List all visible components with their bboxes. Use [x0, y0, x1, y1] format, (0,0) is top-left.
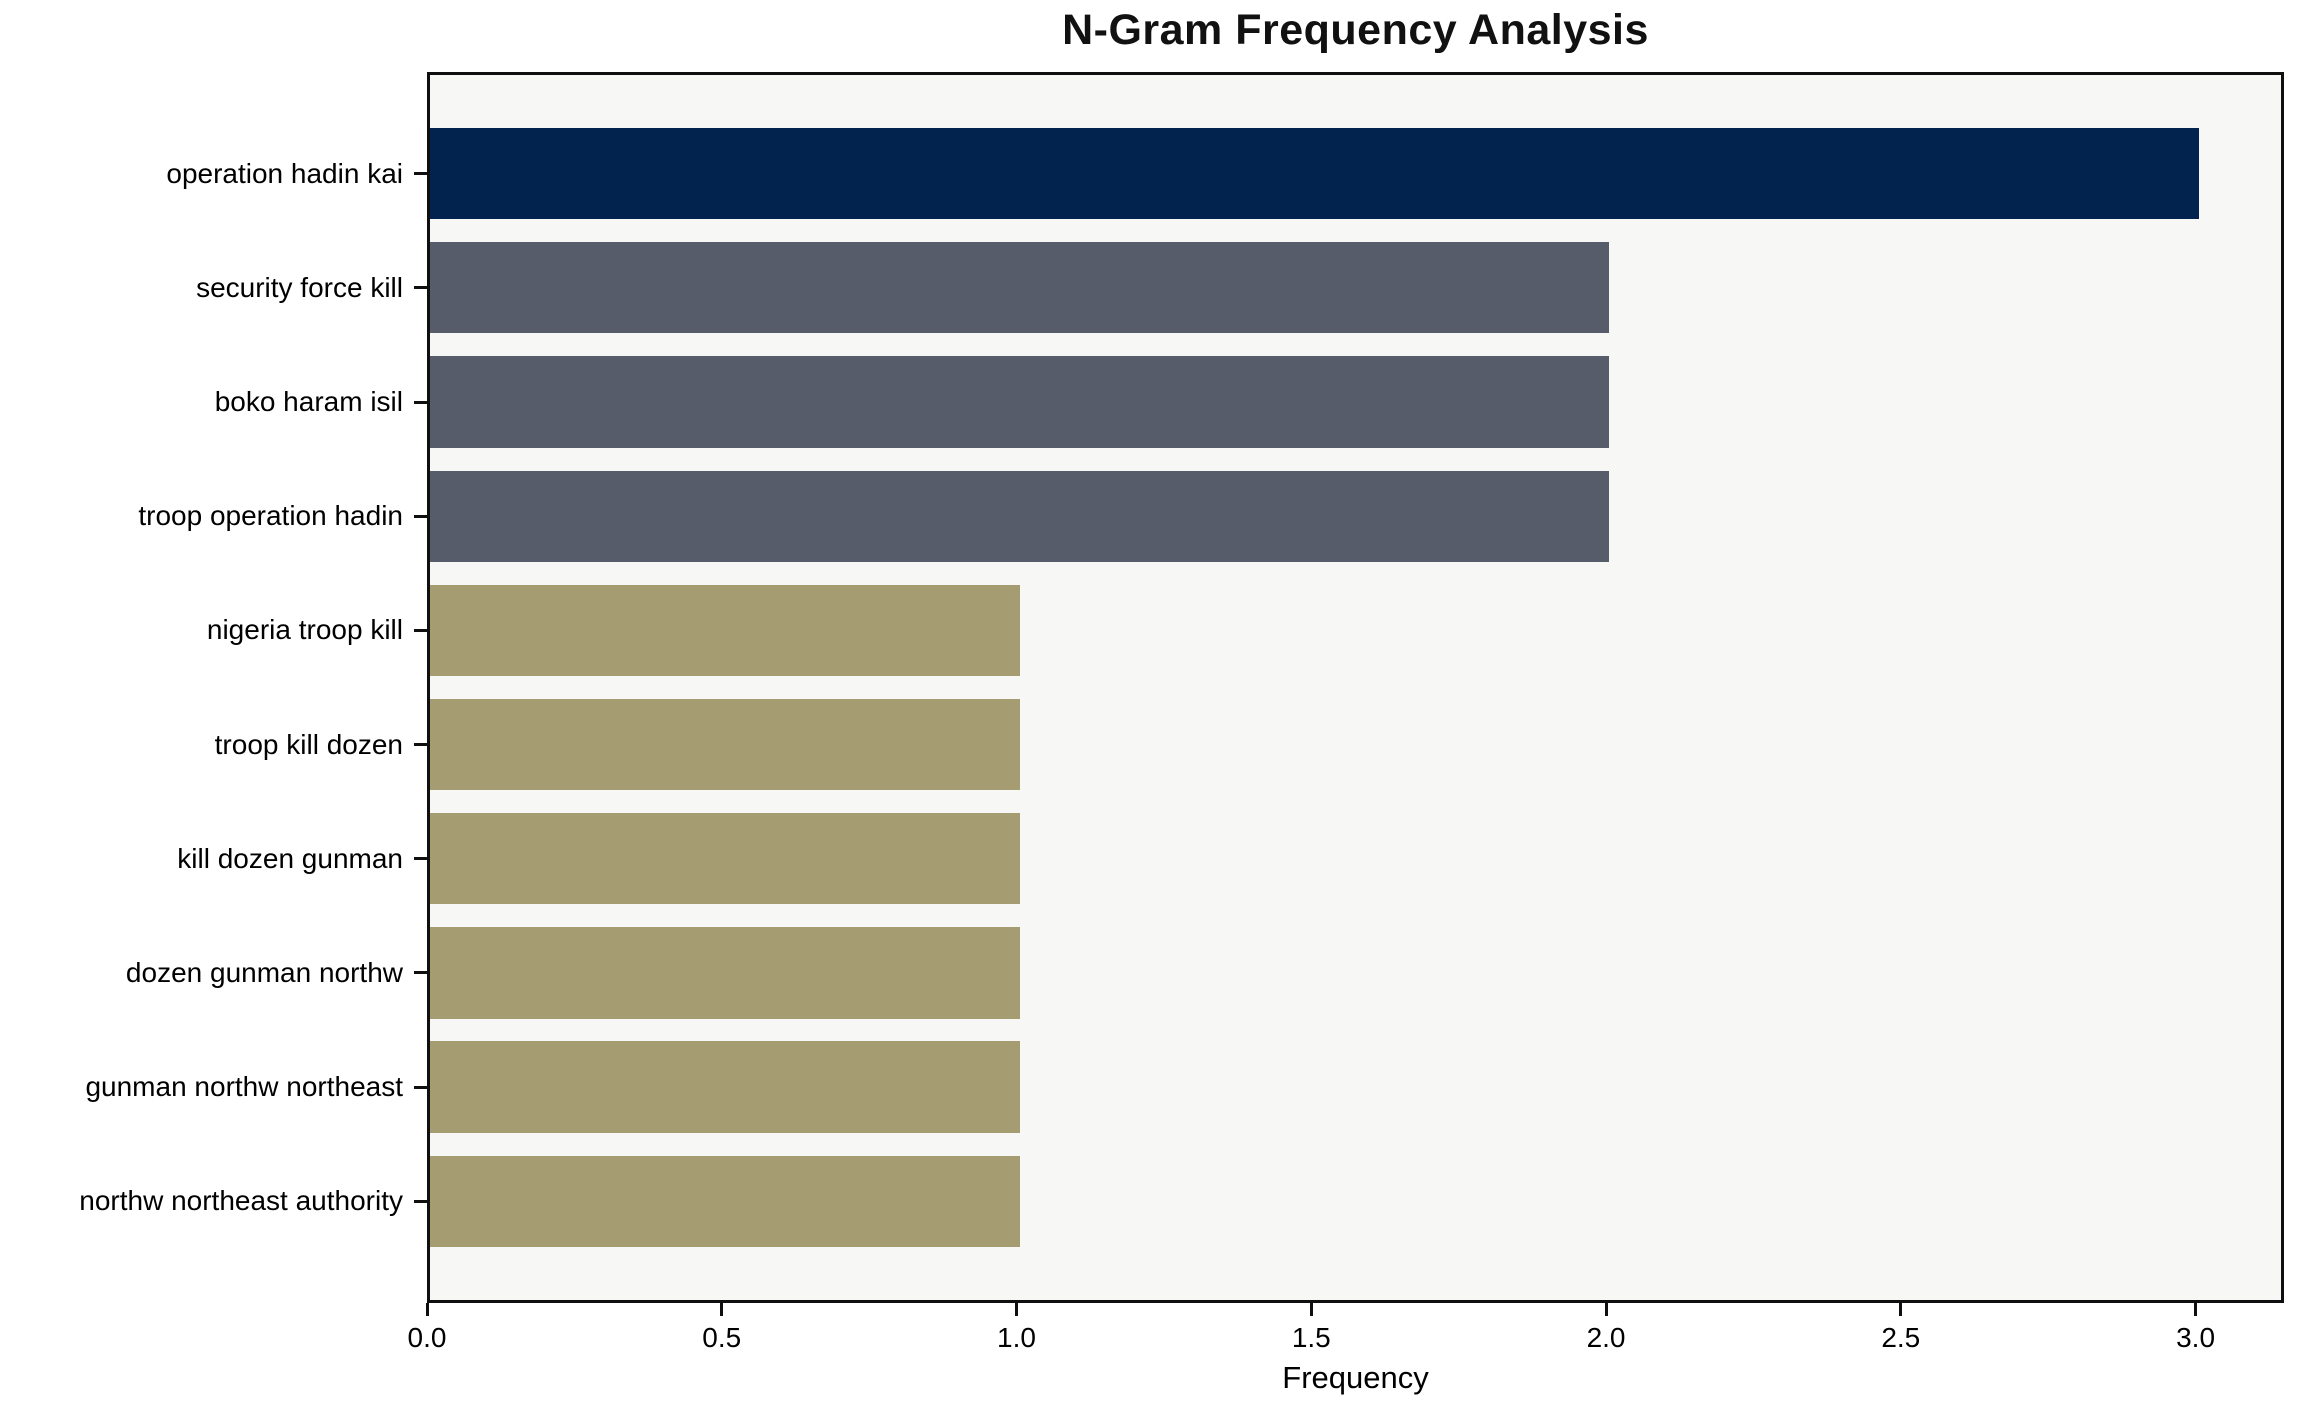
- bar-dozen-gunman-northw: [430, 927, 1020, 1019]
- y-tick-label: security force kill: [196, 271, 403, 303]
- x-tick-label: 0.5: [702, 1322, 742, 1353]
- y-tick-mark: [414, 857, 427, 861]
- y-tick-mark: [414, 514, 427, 518]
- bar-nigeria-troop-kill: [430, 584, 1020, 677]
- y-tick-mark: [414, 971, 427, 975]
- x-tick-label: 2.5: [1881, 1322, 1921, 1353]
- bar-troop-operation-hadin: [430, 470, 1610, 562]
- y-tick-label: troop operation hadin: [138, 500, 403, 532]
- y-tick-label: operation hadin kai: [166, 157, 403, 189]
- x-tick-label: 3.0: [2176, 1322, 2216, 1353]
- y-tick-mark: [414, 1085, 427, 1089]
- bar-troop-kill-dozen: [430, 698, 1020, 791]
- y-tick-mark: [414, 1199, 427, 1203]
- x-tick-mark: [1309, 1303, 1313, 1316]
- y-tick-label: dozen gunman northw: [125, 956, 403, 988]
- x-tick-label: 1.0: [997, 1322, 1036, 1353]
- bar-security-force-kill: [430, 242, 1610, 334]
- y-tick-mark: [414, 400, 427, 404]
- x-tick-mark: [1604, 1303, 1608, 1316]
- x-tick-label: 1.5: [1291, 1322, 1331, 1353]
- x-tick-mark: [2194, 1303, 2198, 1316]
- x-tick-mark: [720, 1303, 724, 1316]
- y-tick-label: northw northeast authority: [79, 1185, 403, 1217]
- chart-title: N-Gram Frequency Analysis: [1062, 6, 1649, 54]
- y-tick-mark: [414, 743, 427, 747]
- y-tick-mark: [414, 172, 427, 176]
- bar-gunman-northw-northeast: [430, 1041, 1020, 1133]
- y-tick-label: kill dozen gunman: [177, 842, 403, 874]
- bar-kill-dozen-gunman: [430, 813, 1020, 905]
- y-tick-mark: [414, 628, 427, 632]
- x-tick-mark: [1899, 1303, 1903, 1316]
- plot-area: [427, 72, 2284, 1303]
- y-tick-label: nigeria troop kill: [206, 614, 403, 646]
- bar-boko-haram-isil: [430, 356, 1610, 448]
- x-axis-title: Frequency: [1282, 1360, 1429, 1395]
- y-tick-mark: [414, 286, 427, 290]
- bar-operation-hadin-kai: [430, 127, 2199, 220]
- x-tick-mark: [425, 1303, 429, 1316]
- y-tick-label: boko haram isil: [214, 386, 403, 418]
- x-tick-label: 2.0: [1586, 1322, 1626, 1353]
- y-tick-label: gunman northw northeast: [85, 1071, 403, 1103]
- x-tick-mark: [1015, 1303, 1019, 1316]
- y-tick-label: troop kill dozen: [214, 728, 403, 760]
- bar-northw-northeast-authority: [430, 1155, 1020, 1248]
- x-tick-label: 0.0: [407, 1322, 447, 1353]
